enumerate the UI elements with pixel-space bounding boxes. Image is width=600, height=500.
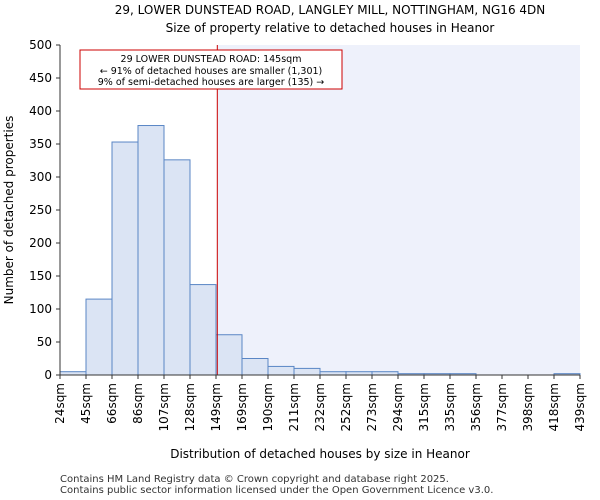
x-tick-label-45sqm: 45sqm [79,383,93,424]
annotation-line-2: ← 91% of detached houses are smaller (1,… [100,66,323,77]
x-tick-label-107sqm: 107sqm [157,383,171,431]
x-tick-label-86sqm: 86sqm [131,383,145,424]
y-tick-label-450: 450 [29,71,52,85]
bar-190sqm [267,365,295,376]
annotation-line-1: 29 LOWER DUNSTEAD ROAD: 145sqm [121,54,302,65]
x-tick-label-273sqm: 273sqm [365,383,379,431]
y-tick-label-250: 250 [29,203,52,217]
y-tick-label-100: 100 [29,302,52,316]
x-tick-label-149sqm: 149sqm [209,383,223,431]
y-axis-label: Number of detached properties [2,116,16,305]
x-tick-label-211sqm: 211sqm [287,383,301,431]
x-tick-label-356sqm: 356sqm [469,383,483,431]
x-tick-label-169sqm: 169sqm [235,383,249,431]
annotation-box: 29 LOWER DUNSTEAD ROAD: 145sqm ← 91% of … [79,49,343,90]
x-tick-label-190sqm: 190sqm [261,383,275,431]
x-tick-label-335sqm: 335sqm [443,383,457,431]
annotation-line-3: 9% of semi-detached houses are larger (1… [98,77,325,88]
y-tick-label-350: 350 [29,137,52,151]
x-tick-label-128sqm: 128sqm [183,383,197,431]
x-axis-label: Distribution of detached houses by size … [170,447,470,461]
chart-title: 29, LOWER DUNSTEAD ROAD, LANGLEY MILL, N… [115,3,546,17]
bar-211sqm [293,367,321,376]
x-tick-label-398sqm: 398sqm [521,383,535,431]
x-tick-label-315sqm: 315sqm [417,383,431,431]
shaded-region [217,45,581,375]
x-tick-label-24sqm: 24sqm [53,383,67,424]
y-tick-label-400: 400 [29,104,52,118]
footer-line-2: Contains public sector information licen… [60,485,494,496]
y-tick-label-0: 0 [44,368,52,382]
bars-group [59,125,581,376]
x-tick-label-252sqm: 252sqm [339,383,353,431]
annotation-frame [79,49,343,90]
chart-subtitle: Size of property relative to detached ho… [166,21,495,35]
x-tick-label-439sqm: 439sqm [573,383,587,431]
y-tick-label-150: 150 [29,269,52,283]
bar-66sqm [111,141,139,376]
bar-45sqm [85,298,113,376]
axes-group: 0 50 100 150 200 250 300 350 400 450 500 24sqm 45sqm… [29,38,587,431]
y-tick-label-200: 200 [29,236,52,250]
y-tick-label-300: 300 [29,170,52,184]
bar-86sqm [137,125,165,376]
y-tick-label-50: 50 [37,335,52,349]
bar-169sqm [241,358,269,376]
x-tick-label-232sqm: 232sqm [313,383,327,431]
x-tick-label-418sqm: 418sqm [547,383,561,431]
x-tick-label-377sqm: 377sqm [495,383,509,431]
x-tick-label-66sqm: 66sqm [105,383,119,424]
bar-128sqm [189,284,217,376]
y-tick-label-500: 500 [29,38,52,52]
bar-107sqm [163,159,191,376]
footer-line-1: Contains HM Land Registry data © Crown c… [60,474,449,485]
x-tick-label-294sqm: 294sqm [391,383,405,431]
bar-149sqm [215,334,243,376]
